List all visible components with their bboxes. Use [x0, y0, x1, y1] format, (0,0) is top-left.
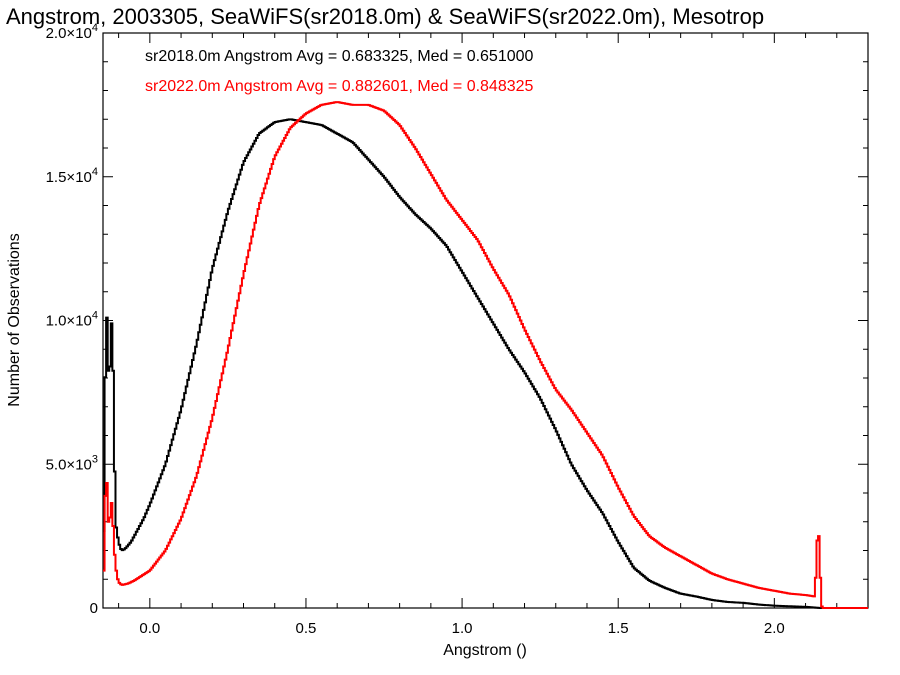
x-tick-label: 2.0	[764, 620, 785, 637]
x-axis-ticks: 0.0 0.5 1.0 1.5 2.0	[118, 33, 869, 637]
y-tick-label: 1.5×104	[46, 166, 98, 186]
series-line-sr2018-0m	[103, 118, 868, 609]
chart-title: Angstrom, 2003305, SeaWiFS(sr2018.0m) & …	[6, 4, 764, 29]
y-tick-label: 1.0×104	[46, 310, 98, 330]
legend: sr2018.0m Angstrom Avg = 0.683325, Med =…	[145, 48, 534, 95]
x-tick-label: 0.5	[296, 620, 317, 637]
plot-frame	[102, 32, 869, 609]
series-layer	[103, 101, 868, 609]
x-axis-label: Angstrom ()	[443, 642, 527, 659]
y-axis-ticks: 0 5.0×103 1.0×104 1.5×104 2.0×104	[46, 22, 868, 617]
y-tick-label: 5.0×103	[46, 453, 98, 473]
x-tick-label: 1.0	[452, 620, 473, 637]
series-line-sr2022-0m	[103, 101, 868, 609]
legend-entry-sr2022: sr2022.0m Angstrom Avg = 0.882601, Med =…	[145, 78, 534, 95]
legend-entry-sr2018: sr2018.0m Angstrom Avg = 0.683325, Med =…	[145, 48, 534, 65]
y-tick-label: 0	[90, 600, 98, 617]
plot-area: 0.0 0.5 1.0 1.5 2.0 0 5.0×103 1.0×104 1.5×104 2.…	[46, 22, 869, 637]
x-tick-label: 1.5	[608, 620, 629, 637]
y-axis-label: Number of Observations	[6, 233, 23, 406]
x-tick-label: 0.0	[139, 620, 160, 637]
y-tick-label: 2.0×104	[46, 22, 98, 42]
